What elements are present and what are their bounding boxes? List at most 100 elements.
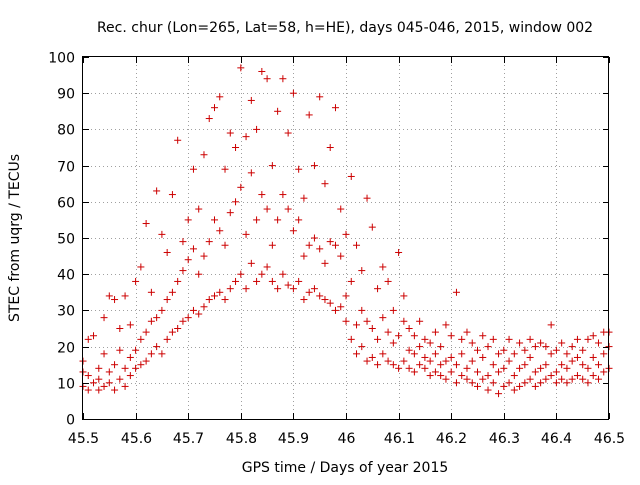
data-point	[200, 252, 208, 260]
data-point	[284, 205, 292, 213]
data-point	[463, 364, 471, 372]
data-point	[300, 296, 308, 304]
data-point	[526, 335, 534, 343]
data-point	[495, 390, 503, 398]
data-point	[431, 368, 439, 376]
axes: 0 10 20 30 40 50 60 70 80 90 100 45.5 45.6 45.7 45.8 45…	[48, 51, 625, 448]
data-point	[163, 248, 171, 256]
data-point	[242, 230, 250, 238]
data-point	[168, 191, 176, 199]
data-point	[474, 368, 481, 376]
data-point	[284, 129, 292, 137]
data-point	[353, 241, 361, 249]
data-point	[179, 238, 187, 246]
data-point	[242, 133, 250, 141]
data-point	[573, 372, 581, 380]
data-point	[458, 372, 466, 380]
data-point	[232, 277, 240, 285]
data-point	[95, 375, 103, 383]
data-point	[200, 151, 208, 159]
data-point	[431, 350, 439, 358]
data-point	[253, 125, 261, 133]
data-point	[484, 343, 492, 351]
data-point	[126, 321, 134, 329]
data-point	[395, 248, 403, 256]
data-point	[116, 346, 124, 354]
data-point	[105, 368, 113, 376]
data-point	[400, 357, 408, 365]
y-tick-label: 90	[57, 87, 75, 103]
data-point	[500, 364, 508, 372]
data-point	[100, 382, 108, 390]
data-point	[353, 350, 361, 358]
data-point	[552, 346, 560, 354]
data-point	[179, 317, 187, 325]
y-tick-label: 70	[57, 160, 75, 176]
data-point	[547, 372, 555, 380]
data-point	[400, 292, 408, 300]
data-point	[531, 343, 539, 351]
data-point	[153, 187, 161, 195]
data-point	[232, 198, 240, 206]
data-point	[437, 372, 445, 380]
data-point	[263, 75, 271, 83]
data-point	[342, 292, 350, 300]
data-point	[153, 314, 161, 322]
data-point	[474, 346, 481, 354]
data-point	[526, 375, 534, 383]
data-point	[84, 386, 92, 394]
data-point	[384, 328, 392, 336]
data-point	[573, 335, 581, 343]
data-point	[163, 296, 171, 304]
data-point	[384, 357, 392, 365]
data-point	[594, 361, 602, 369]
data-point	[405, 325, 413, 332]
data-point	[410, 332, 418, 340]
data-point	[479, 375, 487, 383]
data-point	[310, 162, 318, 170]
data-point	[489, 361, 497, 369]
data-point	[389, 306, 397, 314]
data-point	[274, 216, 282, 224]
data-point	[537, 364, 545, 372]
data-point	[216, 93, 224, 101]
data-point	[253, 216, 261, 224]
data-point	[195, 270, 203, 278]
x-tick-label: 45.6	[121, 431, 152, 447]
data-point	[153, 343, 161, 351]
data-point	[495, 350, 503, 358]
data-points	[79, 64, 613, 398]
data-point	[452, 361, 460, 369]
data-point	[289, 89, 297, 97]
y-tick-label: 10	[57, 377, 75, 393]
data-point	[226, 209, 234, 217]
data-point	[174, 325, 182, 332]
data-point	[579, 361, 587, 369]
grid	[83, 57, 609, 419]
data-point	[211, 292, 218, 300]
plot-frame	[82, 56, 609, 420]
data-point	[395, 364, 403, 372]
data-point	[489, 379, 497, 387]
data-point	[237, 270, 245, 278]
data-point	[326, 299, 334, 307]
data-point	[147, 317, 155, 325]
data-point	[584, 335, 592, 343]
data-point	[195, 310, 203, 318]
data-point	[589, 353, 597, 361]
data-point	[258, 270, 266, 278]
data-point	[142, 357, 150, 365]
data-point	[310, 285, 318, 293]
data-point	[579, 346, 587, 354]
data-point	[274, 107, 282, 115]
data-point	[342, 317, 350, 325]
data-point	[594, 375, 602, 383]
data-point	[305, 241, 313, 249]
data-point	[573, 353, 581, 361]
data-point	[111, 296, 119, 304]
data-point	[321, 259, 329, 267]
data-point	[442, 375, 450, 383]
data-point	[268, 162, 276, 170]
data-point	[458, 350, 466, 358]
